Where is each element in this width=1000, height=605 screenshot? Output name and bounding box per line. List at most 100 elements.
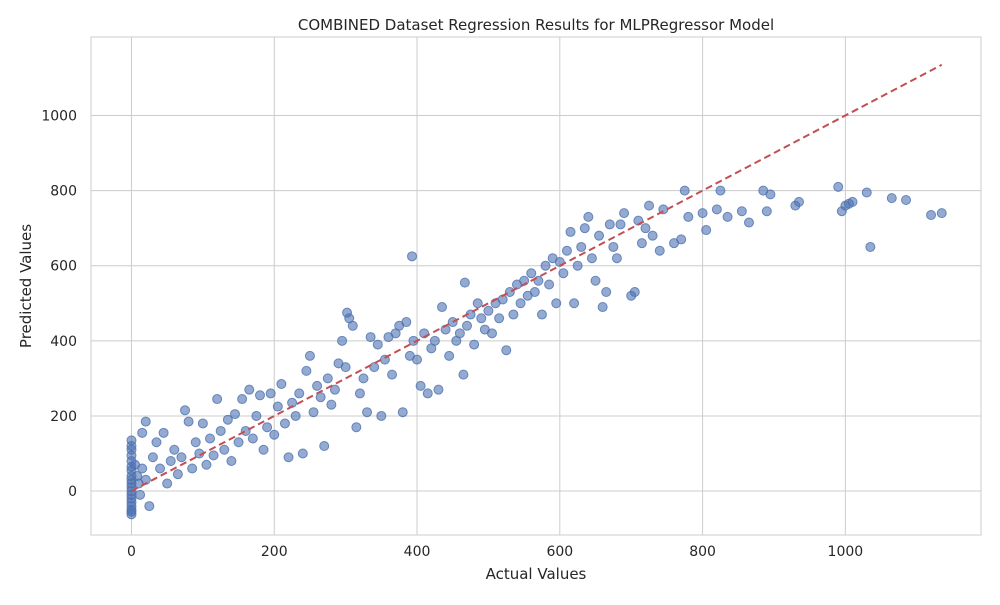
data-point — [376, 410, 387, 421]
data-point — [683, 211, 694, 222]
data-point — [312, 380, 323, 391]
data-point — [561, 245, 572, 256]
grid-lines — [91, 37, 981, 535]
data-point — [459, 277, 470, 288]
data-point — [169, 444, 180, 455]
data-point — [526, 268, 537, 279]
data-point — [297, 448, 308, 459]
x-tick-label: 800 — [689, 544, 716, 560]
data-point — [793, 196, 804, 207]
x-tick-label: 200 — [261, 544, 288, 560]
data-point — [362, 407, 373, 418]
reference-line-group — [131, 63, 943, 492]
data-point — [469, 339, 480, 350]
data-point — [604, 219, 615, 230]
data-point — [180, 405, 191, 416]
data-point — [283, 452, 294, 463]
data-point — [608, 241, 619, 252]
data-point — [701, 225, 712, 236]
data-point — [301, 365, 312, 376]
data-point — [265, 388, 276, 399]
y-tick-label: 0 — [68, 484, 77, 500]
data-point — [308, 407, 319, 418]
data-point — [215, 425, 226, 436]
data-point — [415, 380, 426, 391]
data-point — [354, 388, 365, 399]
x-tick-label: 600 — [546, 544, 573, 560]
data-point — [590, 275, 601, 286]
data-point — [226, 456, 237, 467]
data-point — [140, 416, 151, 427]
data-point — [437, 302, 448, 313]
data-point — [407, 251, 418, 262]
data-point — [229, 409, 240, 420]
data-point — [240, 425, 251, 436]
data-point — [486, 328, 497, 339]
data-point — [351, 422, 362, 433]
data-point — [576, 241, 587, 252]
data-point — [269, 429, 280, 440]
data-point — [258, 444, 269, 455]
data-point — [276, 379, 287, 390]
data-point — [569, 298, 580, 309]
data-point — [429, 335, 440, 346]
data-point — [447, 317, 458, 328]
data-point — [222, 414, 233, 425]
data-point — [476, 313, 487, 324]
data-point — [397, 407, 408, 418]
data-point — [201, 459, 212, 470]
data-point — [176, 452, 187, 463]
data-point — [579, 223, 590, 234]
data-point — [197, 418, 208, 429]
y-tick-label: 600 — [50, 259, 77, 275]
data-point — [422, 388, 433, 399]
data-point — [172, 469, 183, 480]
data-point — [329, 384, 340, 395]
chart-title: COMBINED Dataset Regression Results for … — [298, 16, 774, 34]
data-point — [279, 418, 290, 429]
data-point — [126, 506, 137, 517]
data-point — [433, 384, 444, 395]
data-point — [551, 298, 562, 309]
data-point — [515, 298, 526, 309]
data-point — [483, 305, 494, 316]
data-point — [337, 335, 348, 346]
data-point — [594, 230, 605, 241]
x-tick-label: 0 — [127, 544, 136, 560]
data-point — [412, 354, 423, 365]
data-point — [151, 437, 162, 448]
data-point — [494, 313, 505, 324]
data-point — [886, 193, 897, 204]
data-point — [251, 410, 262, 421]
data-point — [654, 245, 665, 256]
data-point — [290, 410, 301, 421]
data-point — [636, 238, 647, 249]
data-point — [401, 317, 412, 328]
data-point — [611, 253, 622, 264]
y-tick-label: 400 — [50, 334, 77, 350]
data-point — [711, 204, 722, 215]
data-point — [319, 440, 330, 451]
data-point — [233, 437, 244, 448]
data-point — [340, 362, 351, 373]
y-tick-label: 800 — [50, 184, 77, 200]
data-point — [743, 217, 754, 228]
data-point — [697, 208, 708, 219]
data-point — [679, 185, 690, 196]
data-point — [865, 241, 876, 252]
reference-line — [131, 63, 943, 492]
data-point — [183, 416, 194, 427]
data-point — [347, 320, 358, 331]
data-point — [155, 463, 166, 474]
data-point — [847, 196, 858, 207]
data-point — [315, 392, 326, 403]
data-point — [208, 450, 219, 461]
data-point — [572, 260, 583, 271]
data-point — [647, 230, 658, 241]
plot-area-background — [90, 36, 982, 536]
data-point — [137, 463, 148, 474]
data-point — [544, 279, 555, 290]
data-point — [761, 206, 772, 217]
data-point — [294, 388, 305, 399]
